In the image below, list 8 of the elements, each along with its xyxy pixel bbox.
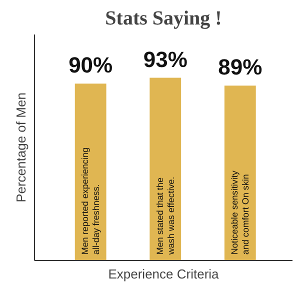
x-axis-title: Experience Criteria — [108, 266, 220, 282]
chart-title: Stats Saying ! — [105, 8, 222, 30]
y-axis-title: Percentage of Men — [14, 92, 28, 202]
data-label: 90% — [68, 52, 113, 78]
x-tick-label: Men stated that the wash was effective. — [154, 176, 176, 256]
x-tick-label: Men reported experiencing all-day freshness. — [80, 148, 102, 255]
data-label: 93% — [143, 46, 188, 72]
data-label: 89% — [218, 54, 262, 80]
